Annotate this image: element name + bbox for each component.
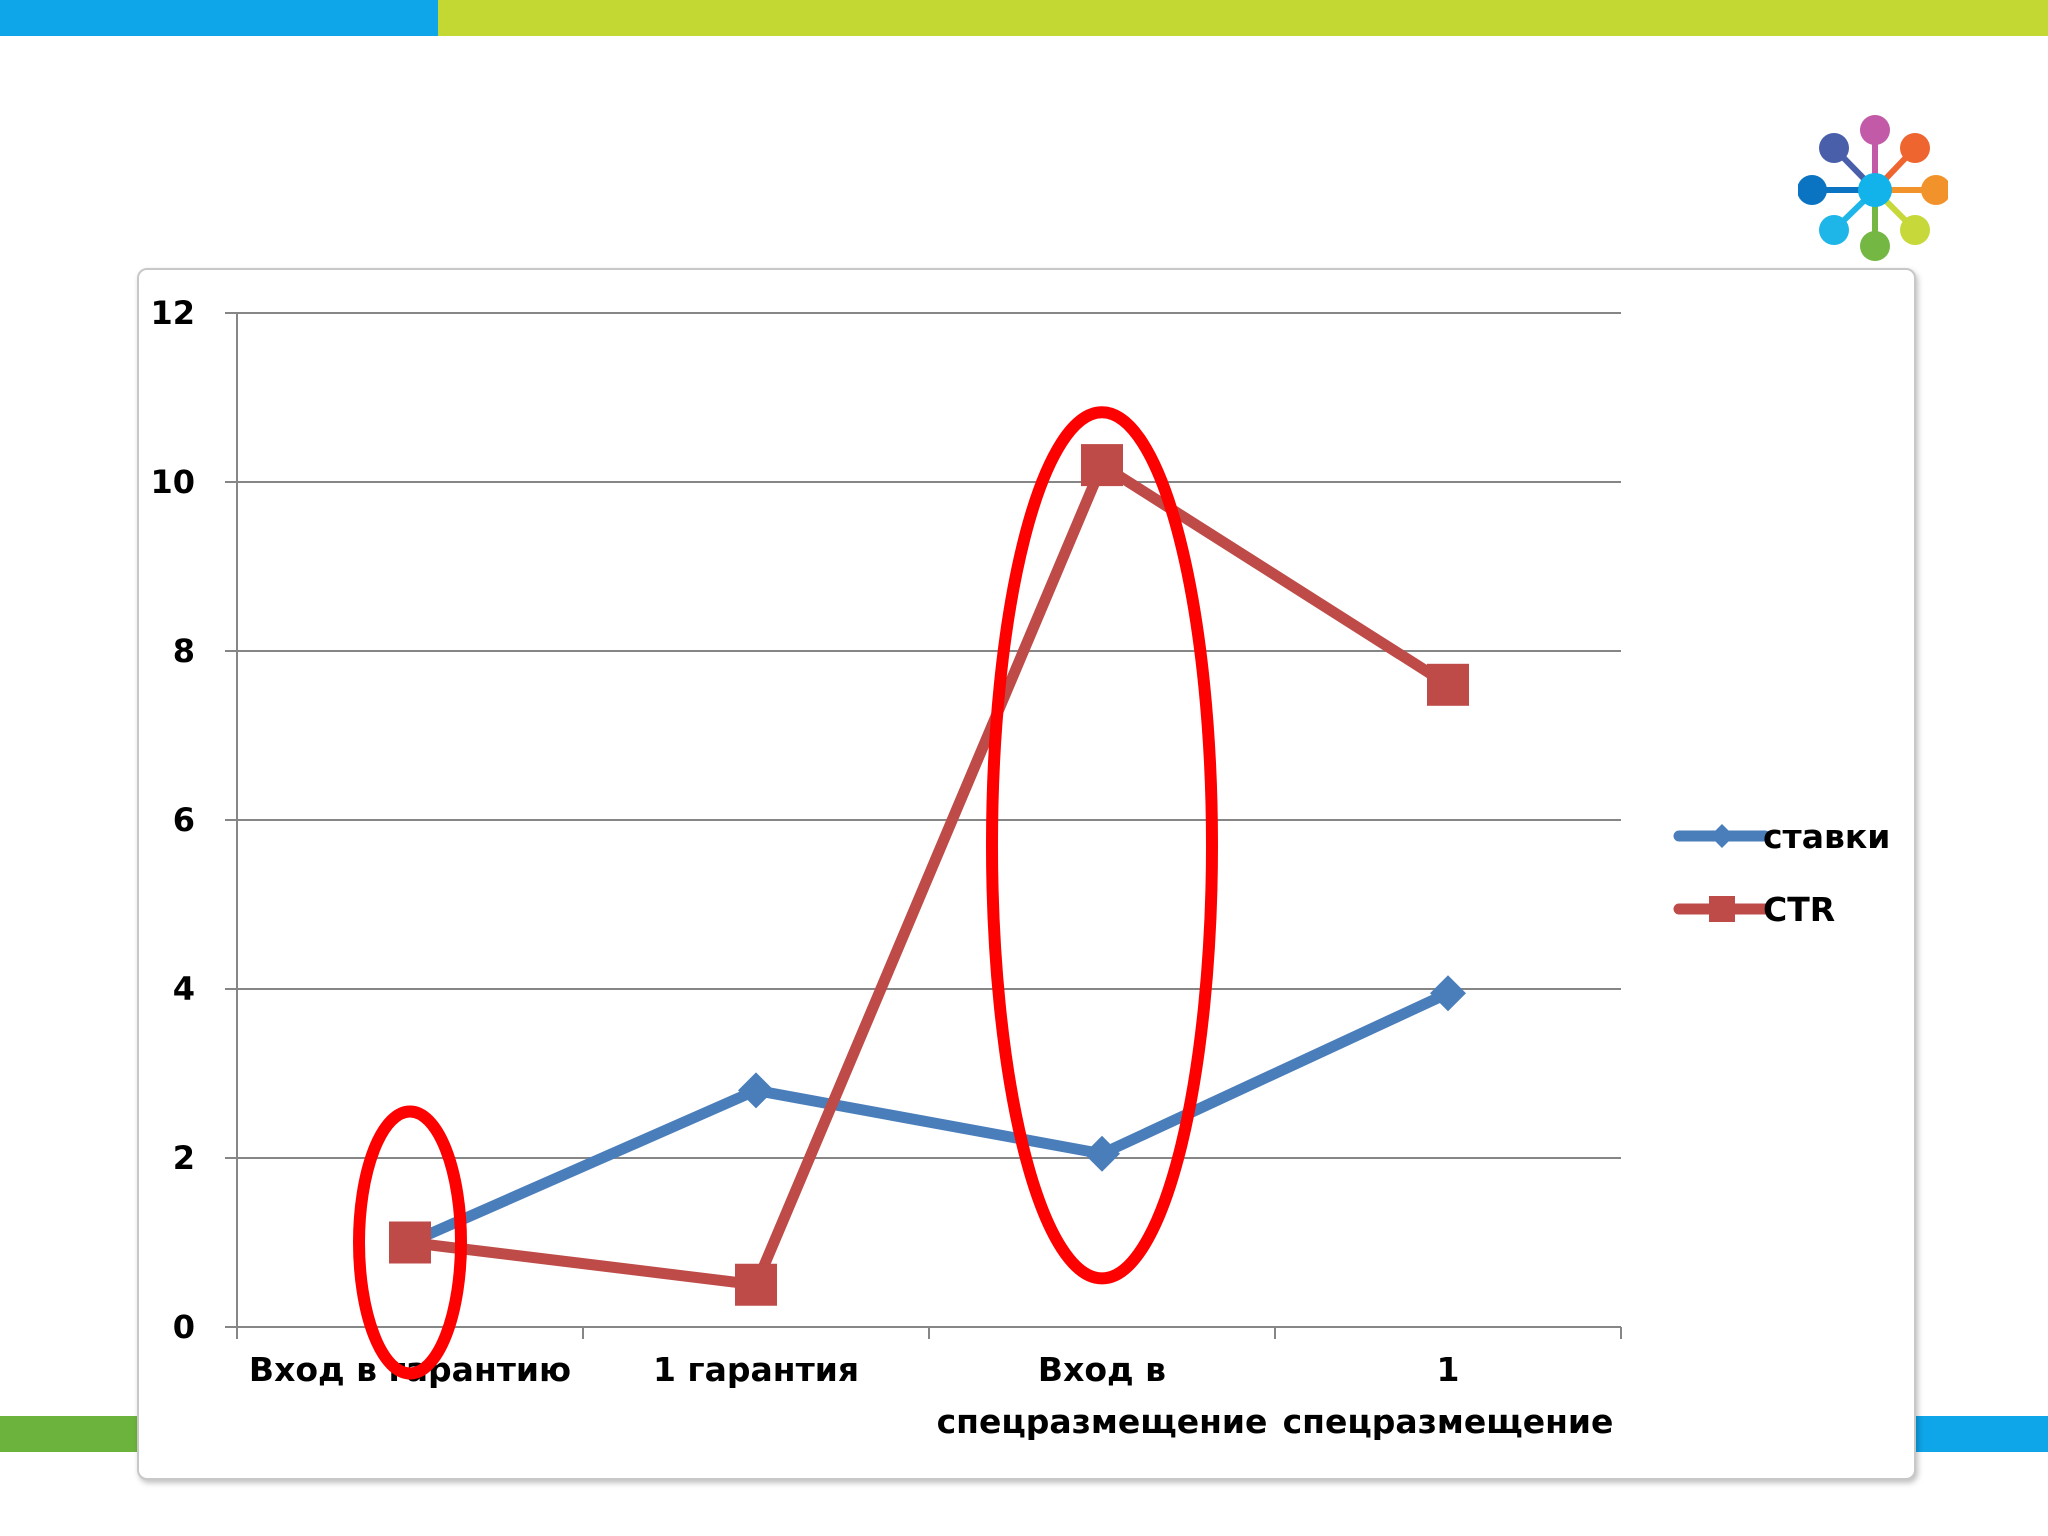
y-tick-label: 2 <box>173 1139 195 1177</box>
legend-marker-square <box>1709 896 1735 922</box>
data-point-diamond <box>1430 975 1466 1012</box>
logo-center-dot <box>1858 173 1892 207</box>
data-point-square <box>735 1263 777 1306</box>
flower-network-logo <box>1798 115 1948 261</box>
bottom-blue-band <box>1914 1416 2048 1452</box>
logo-dot <box>1921 175 1948 205</box>
highlight-ellipse <box>353 1105 467 1380</box>
logo-dot <box>1900 215 1930 245</box>
data-point-diamond <box>1084 1135 1120 1172</box>
y-tick-label: 12 <box>150 294 195 332</box>
logo-dot <box>1860 115 1890 145</box>
series-line-2 <box>404 459 1454 1291</box>
chart-panel: 0 2 4 6 8 10 12 Вход в гарантию 1 гарантия Вход в… <box>137 268 1916 1480</box>
x-category-label: 1 гарантия <box>653 1350 859 1389</box>
x-category-label: 1 спецразмещение <box>1283 1350 1614 1441</box>
y-tick-label: 0 <box>173 1308 195 1346</box>
logo-dot <box>1900 133 1930 163</box>
top-blue-band <box>0 0 438 36</box>
logo-dot <box>1798 175 1827 205</box>
y-tick-label: 4 <box>173 970 195 1008</box>
data-point-square <box>1081 444 1123 487</box>
logo-dot <box>1819 215 1849 245</box>
y-tick-label: 8 <box>173 632 195 670</box>
logo-dot <box>1819 133 1849 163</box>
y-tick-label: 6 <box>173 801 195 839</box>
legend-label: CTR <box>1763 890 1835 929</box>
data-point-square <box>1427 663 1469 706</box>
data-point-diamond <box>738 1072 774 1109</box>
logo-dot <box>1860 231 1890 261</box>
top-lime-band <box>438 0 2048 36</box>
y-tick-label: 10 <box>150 463 195 501</box>
series-line-1 <box>404 987 1454 1248</box>
legend-marker-diamond <box>1710 824 1734 848</box>
data-point-square <box>389 1221 431 1264</box>
x-category-label: Вход в спецразмещение <box>937 1350 1268 1441</box>
bottom-green-band <box>0 1416 140 1452</box>
highlight-ellipse <box>986 406 1218 1285</box>
legend-label: ставки <box>1763 817 1890 856</box>
